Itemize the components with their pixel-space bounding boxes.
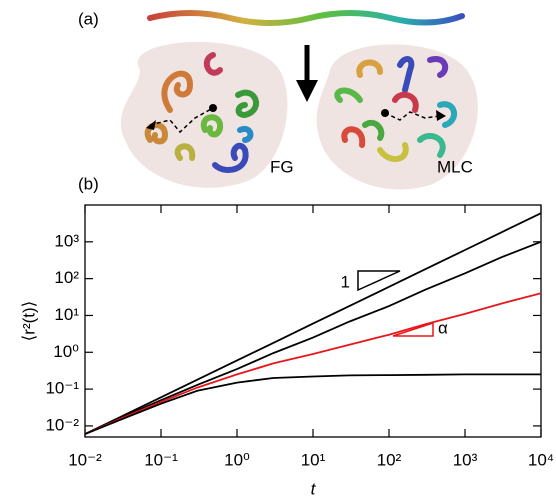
x-tick-label: 10⁻¹ — [144, 450, 178, 469]
slope-triangle-red — [392, 321, 434, 337]
slope-triangle — [357, 270, 401, 292]
annotation: FG — [270, 157, 294, 176]
y-tick-label: 10⁰ — [53, 342, 79, 361]
x-axis-label: t — [311, 479, 317, 498]
series-line — [84, 373, 541, 435]
annotation: MLC — [437, 157, 473, 176]
annotation: (a) — [78, 9, 99, 28]
annotation: 1 — [341, 272, 350, 291]
y-tick-label: 10³ — [54, 231, 79, 250]
x-tick-label: 10⁴ — [528, 450, 554, 469]
plot-frame — [84, 204, 542, 438]
x-tick-label: 10⁰ — [224, 450, 250, 469]
y-tick-label: 10⁻² — [45, 415, 79, 434]
x-tick-label: 10³ — [453, 450, 478, 469]
x-tick-label: 10¹ — [301, 450, 326, 469]
y-tick-label: 10¹ — [54, 305, 79, 324]
illustration — [120, 10, 478, 190]
x-tick-label: 10² — [377, 450, 402, 469]
y-tick-label: 10² — [54, 268, 79, 287]
y-axis-label: ⟨r²(t)⟩ — [19, 301, 38, 342]
x-tick-label: 10⁻² — [68, 450, 102, 469]
y-tick-label: 10⁻¹ — [45, 379, 79, 398]
series-line — [84, 240, 542, 435]
series-line — [84, 292, 542, 435]
series-line — [84, 212, 542, 435]
annotation: α — [438, 318, 448, 337]
annotation: (b) — [78, 174, 99, 193]
